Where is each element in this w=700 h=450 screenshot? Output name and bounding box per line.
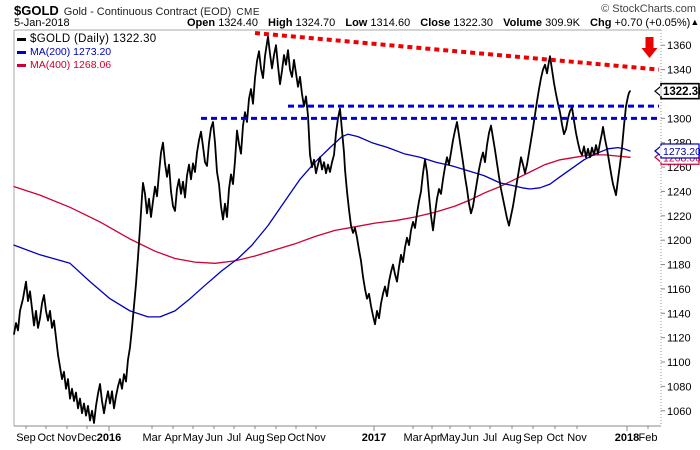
legend-row-ma200: MA(200) 1273.20 bbox=[17, 46, 156, 58]
high-value: 1324.70 bbox=[295, 17, 336, 29]
y-axis-label: 1240 bbox=[667, 186, 691, 198]
x-axis-label: Oct bbox=[546, 432, 563, 444]
open-value: 1324.40 bbox=[218, 17, 258, 29]
quote-date: 5-Jan-2018 bbox=[14, 17, 70, 29]
open-label: Open bbox=[187, 17, 216, 29]
x-axis-label: Mar bbox=[143, 432, 162, 444]
ma400-line bbox=[13, 154, 631, 264]
volume-value: 309.9K bbox=[545, 17, 580, 29]
chart-legend: $GOLD (Daily) 1322.30 MA(200) 1273.20 MA… bbox=[17, 33, 156, 72]
legend-row-ma400: MA(400) 1268.06 bbox=[17, 59, 156, 71]
ma200-line-swatch-icon bbox=[17, 50, 26, 54]
volume-label: Volume bbox=[503, 17, 543, 29]
y-axis-label: 1220 bbox=[667, 211, 691, 223]
x-axis-label: May bbox=[183, 432, 204, 444]
downtrend-dashed-line bbox=[254, 31, 660, 72]
instrument-title: Gold - Continuous Contract (EOD) bbox=[63, 6, 232, 18]
y-axis-label: 1140 bbox=[667, 308, 691, 320]
x-axis-label: Sep bbox=[266, 432, 286, 444]
x-axis-label: Dec bbox=[77, 432, 97, 444]
x-axis-label: Jul bbox=[227, 432, 241, 444]
change-value: +0.70 (+0.05%) bbox=[614, 17, 691, 29]
x-axis-label: Aug bbox=[502, 432, 522, 444]
x-axis-label: Sep bbox=[16, 432, 36, 444]
x-axis-label: Oct bbox=[37, 432, 54, 444]
x-axis-label: Mar bbox=[404, 432, 423, 444]
legend-label-ma400: MA(400) 1268.06 bbox=[30, 59, 112, 71]
x-axis-label: Sep bbox=[523, 432, 543, 444]
x-axis-label: 2016 bbox=[97, 432, 121, 444]
exchange-label: CME bbox=[236, 7, 261, 18]
y-axis-label: 1260 bbox=[667, 162, 691, 174]
x-axis-label: Nov bbox=[567, 432, 587, 444]
y-axis-label: 1300 bbox=[667, 113, 691, 125]
x-axis-label: Apr bbox=[423, 432, 440, 444]
high-label: High bbox=[268, 17, 293, 29]
low-value: 1314.60 bbox=[370, 17, 411, 29]
x-axis-label: 2018 bbox=[615, 432, 639, 444]
price-callout-pointer bbox=[654, 84, 662, 98]
x-axis-label: Jul bbox=[483, 432, 497, 444]
x-axis-label: Oct bbox=[287, 432, 304, 444]
x-axis-label: Jun bbox=[461, 432, 479, 444]
x-axis-label: 2017 bbox=[362, 432, 386, 444]
price-callout-label: 1273.20 bbox=[663, 146, 700, 158]
change-up-arrow-icon: ▲ bbox=[690, 17, 700, 27]
x-axis-label: Nov bbox=[306, 432, 326, 444]
low-label: Low bbox=[345, 17, 368, 29]
ma200-line bbox=[13, 133, 631, 318]
x-axis-label: Apr bbox=[164, 432, 181, 444]
y-axis-label: 1180 bbox=[667, 260, 691, 272]
y-axis-label: 1060 bbox=[667, 406, 691, 418]
change-label: Chg bbox=[590, 17, 612, 29]
y-axis-label: 1200 bbox=[667, 235, 691, 247]
red-down-arrow-icon bbox=[641, 37, 658, 58]
ticker-symbol: $GOLD bbox=[14, 3, 59, 18]
chart-header: $GOLD Gold - Continuous Contract (EOD) CME bbox=[14, 2, 698, 18]
x-axis-label: Feb bbox=[639, 432, 658, 444]
y-axis-label: 1080 bbox=[667, 381, 691, 393]
price-line bbox=[13, 35, 631, 424]
y-axis-label: 1360 bbox=[667, 40, 691, 52]
gold-line-swatch-icon bbox=[17, 37, 26, 41]
y-axis-label: 1120 bbox=[667, 333, 691, 345]
price-callout-label: 1322.30 bbox=[663, 86, 700, 98]
x-axis-label: May bbox=[440, 432, 461, 444]
x-axis-label: Nov bbox=[57, 432, 77, 444]
y-axis-label: 1100 bbox=[667, 357, 691, 369]
stockcharts-copyright: © StockCharts.com bbox=[601, 3, 696, 15]
x-axis-label: Aug bbox=[245, 432, 265, 444]
y-axis-label: 1340 bbox=[667, 65, 691, 77]
ma400-line-swatch-icon bbox=[17, 63, 26, 67]
x-axis-label: Jun bbox=[205, 432, 223, 444]
quote-bar: 5-Jan-2018 Open 1324.40 High 1324.70 Low… bbox=[14, 17, 699, 30]
legend-label-ma200: MA(200) 1273.20 bbox=[30, 46, 112, 58]
legend-label-gold: $GOLD (Daily) 1322.30 bbox=[30, 33, 157, 45]
close-value: 1322.30 bbox=[453, 17, 494, 29]
quote-values: Open 1324.40 High 1324.70 Low 1314.60 Cl… bbox=[180, 17, 699, 29]
y-axis-label: 1160 bbox=[667, 284, 691, 296]
legend-row-gold: $GOLD (Daily) 1322.30 bbox=[17, 33, 156, 45]
close-label: Close bbox=[420, 17, 451, 29]
